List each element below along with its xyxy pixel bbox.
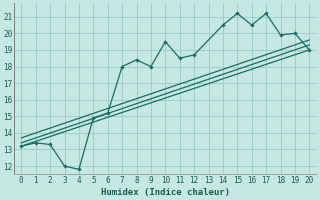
X-axis label: Humidex (Indice chaleur): Humidex (Indice chaleur) xyxy=(101,188,230,197)
